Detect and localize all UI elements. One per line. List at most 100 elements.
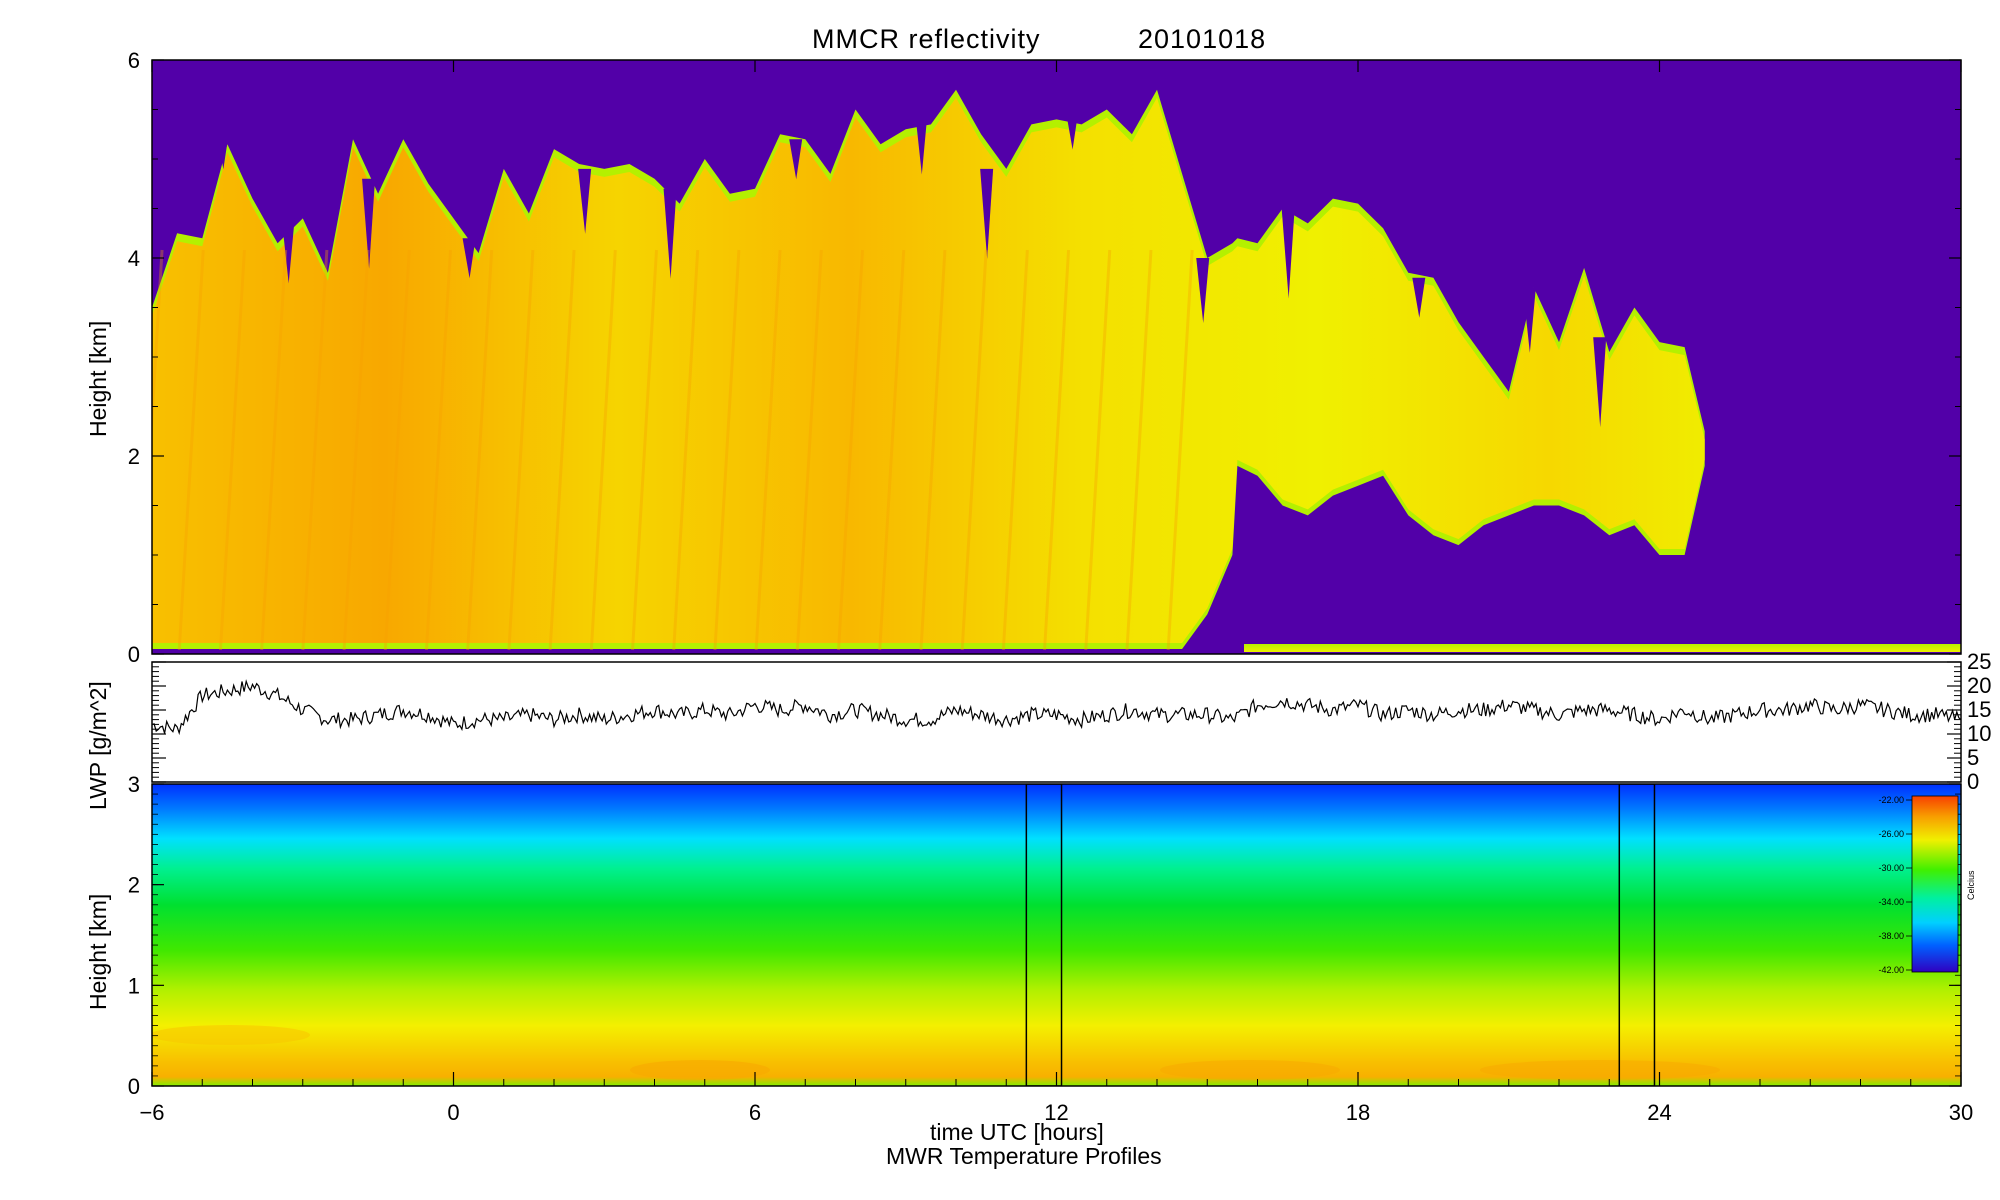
fall-streak bbox=[342, 249, 370, 651]
surface-echo-strip bbox=[1244, 644, 1961, 652]
fall-streak bbox=[713, 249, 741, 651]
figure-caption: MWR Temperature Profiles bbox=[886, 1143, 1162, 1169]
y-tick-label: 3 bbox=[128, 772, 140, 797]
fall-streak bbox=[507, 249, 535, 651]
fall-streak bbox=[1125, 249, 1153, 651]
x-axis-label: time UTC [hours] bbox=[930, 1119, 1104, 1145]
fall-streak bbox=[919, 249, 947, 651]
temperature-colorbar: -22.00 -26.00 -30.00 -34.00 -38.00 -42.00 Cel… bbox=[1878, 795, 1976, 975]
fall-streak bbox=[218, 249, 246, 651]
x-tick-label: 30 bbox=[1949, 1100, 1973, 1125]
lwp-series-line bbox=[151, 679, 1962, 736]
fall-streak bbox=[466, 249, 494, 651]
cloud-gap bbox=[362, 178, 376, 269]
cloud-fall-streaks bbox=[152, 109, 1607, 651]
colorbar-tick-label: -38.00 bbox=[1878, 931, 1904, 941]
reflectivity-panel: 0 2 4 6 Height [km] bbox=[85, 48, 1962, 667]
y-tick-label: 4 bbox=[128, 246, 140, 271]
fall-streak bbox=[152, 249, 164, 443]
temperature-ylabel: Height [km] bbox=[85, 894, 111, 1010]
fall-streak bbox=[878, 249, 906, 651]
fall-streak bbox=[960, 249, 988, 651]
fall-streak bbox=[548, 249, 576, 651]
fall-streak bbox=[754, 249, 782, 651]
colorbar-tick-label: -30.00 bbox=[1878, 863, 1904, 873]
lwp-tick-label: 15 bbox=[1967, 697, 1991, 722]
cloud-gap bbox=[1522, 287, 1536, 353]
warm-core bbox=[1480, 1060, 1720, 1080]
cloud-gap bbox=[789, 139, 803, 180]
lwp-tick-label: 0 bbox=[1967, 769, 1979, 794]
fall-streak bbox=[1084, 249, 1112, 651]
fall-streak bbox=[1001, 249, 1029, 651]
fall-streak bbox=[424, 249, 452, 651]
lwp-tick-label: 10 bbox=[1967, 721, 1991, 746]
figure-date: 20101018 bbox=[1138, 24, 1266, 54]
warm-core bbox=[152, 1025, 310, 1045]
x-tick-label: −6 bbox=[139, 1100, 164, 1125]
reflectivity-ylabel: Height [km] bbox=[85, 321, 111, 437]
fall-streak bbox=[177, 249, 205, 651]
cloud-gap bbox=[663, 188, 677, 279]
x-tick-label: 0 bbox=[447, 1100, 459, 1125]
fall-streak bbox=[301, 249, 329, 651]
colorbar-gradient bbox=[1911, 795, 1959, 973]
cloud-echo-region bbox=[152, 97, 1705, 643]
fall-streak bbox=[672, 249, 700, 651]
colorbar-tick-label: -22.00 bbox=[1878, 795, 1904, 805]
cloud-gap bbox=[578, 168, 592, 234]
colorbar-tick-label: -26.00 bbox=[1878, 829, 1904, 839]
fall-streak bbox=[837, 249, 865, 651]
x-tick-label: 24 bbox=[1647, 1100, 1671, 1125]
cloud-gap bbox=[281, 218, 295, 284]
data-gap bbox=[1618, 784, 1656, 1086]
figure-title: MMCR reflectivity bbox=[812, 24, 1041, 54]
cloud-gap bbox=[1412, 277, 1426, 318]
reflectivity-x-ticks bbox=[151, 60, 1962, 72]
lwp-tick-label: 25 bbox=[1967, 649, 1991, 674]
cloud-gap bbox=[980, 168, 994, 259]
x-tick-label: 18 bbox=[1346, 1100, 1370, 1125]
fall-streak bbox=[383, 249, 411, 651]
colorbar-tick-label: -42.00 bbox=[1878, 965, 1904, 975]
y-tick-label: 1 bbox=[128, 973, 140, 998]
lwp-tick-label: 5 bbox=[1967, 745, 1979, 770]
y-tick-label: 6 bbox=[128, 48, 140, 73]
temperature-y-axis: 0 1 2 3 bbox=[128, 772, 1961, 1099]
fall-streak bbox=[1166, 249, 1194, 651]
fall-streak bbox=[1043, 249, 1071, 651]
y-tick-label: 0 bbox=[128, 642, 140, 667]
colorbar-label: Celcius bbox=[1966, 870, 1976, 900]
lwp-tick-label: 20 bbox=[1967, 673, 1991, 698]
temperature-field bbox=[152, 784, 1961, 1086]
warm-core bbox=[1160, 1060, 1340, 1080]
y-tick-label: 0 bbox=[128, 1074, 140, 1099]
colorbar-ticks: -22.00 -26.00 -30.00 -34.00 -38.00 -42.00 bbox=[1878, 795, 1912, 975]
temperature-data-gaps bbox=[1025, 784, 1656, 1086]
fall-streak bbox=[631, 249, 659, 651]
y-tick-label: 2 bbox=[128, 873, 140, 898]
cloud-gap bbox=[1281, 208, 1295, 299]
y-tick-label: 2 bbox=[128, 444, 140, 469]
data-gap bbox=[1025, 784, 1063, 1086]
warm-core bbox=[630, 1060, 770, 1080]
x-tick-label: 12 bbox=[1044, 1100, 1068, 1125]
cloud-gap bbox=[914, 109, 928, 175]
x-tick-label: 6 bbox=[749, 1100, 761, 1125]
temperature-x-axis: −6 0 6 12 18 24 30 bbox=[139, 1072, 1973, 1125]
cloud-gap bbox=[1593, 337, 1607, 428]
fall-streak bbox=[795, 249, 823, 651]
reflectivity-y-axis: 0 2 4 6 bbox=[128, 48, 1961, 667]
fall-streak bbox=[589, 249, 617, 651]
cloud-gap bbox=[1196, 258, 1210, 323]
lwp-ylabel: LWP [g/m^2] bbox=[85, 681, 111, 810]
cloud-gap bbox=[462, 238, 476, 279]
fall-streak bbox=[260, 249, 288, 651]
cloud-gap bbox=[216, 129, 230, 170]
lwp-frame bbox=[151, 661, 1962, 783]
colorbar-tick-label: -34.00 bbox=[1878, 897, 1904, 907]
